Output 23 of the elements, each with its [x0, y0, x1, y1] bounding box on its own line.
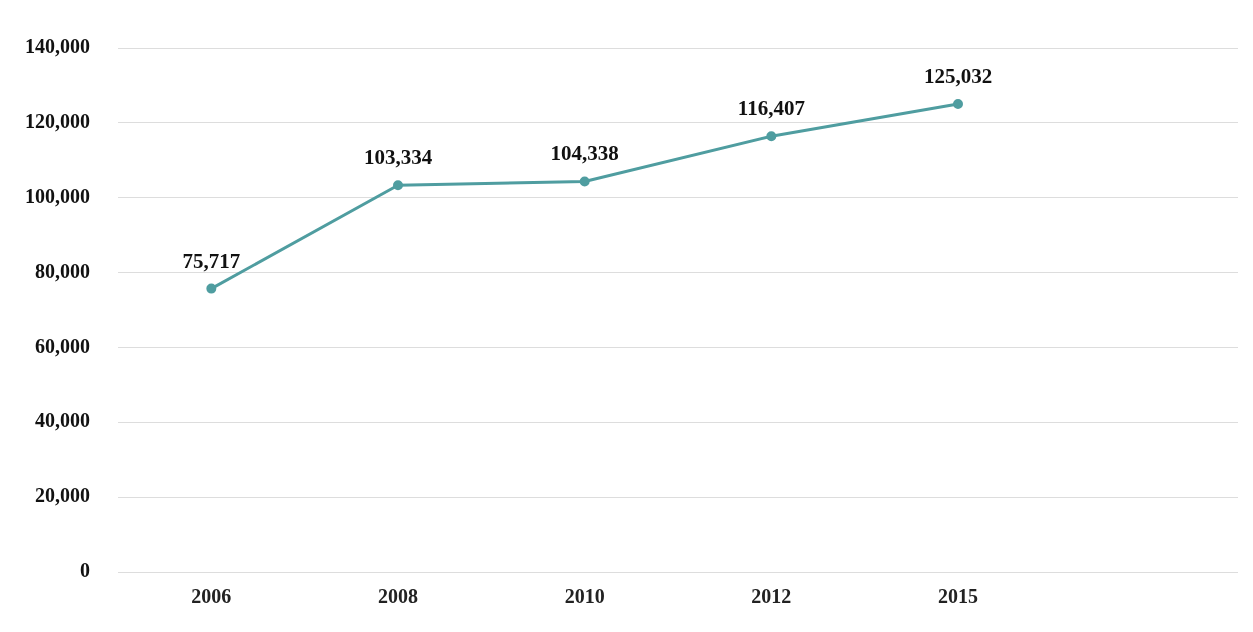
point: [393, 180, 403, 191]
y-tick-label: 80,000: [35, 259, 90, 282]
x-tick-label: 2010: [564, 585, 605, 608]
x-tick-label: 2012: [751, 585, 792, 608]
y-tick-label: 60,000: [35, 334, 90, 357]
point: [766, 131, 777, 142]
y-tick-label: 40,000: [35, 409, 90, 432]
y-tick-label: 100,000: [25, 184, 90, 207]
y-tick-label: 120,000: [25, 110, 90, 133]
point: [206, 283, 217, 294]
y-tick-label: 20,000: [35, 484, 90, 507]
point: [579, 176, 590, 187]
y-tick-label: 0: [80, 559, 90, 582]
data-label: 125,032: [923, 63, 993, 88]
data-label: 75,717: [182, 248, 241, 273]
data-label: 104,338: [550, 141, 619, 166]
y-tick-label: 140,000: [25, 35, 90, 58]
x-tick-label: 2006: [191, 585, 232, 608]
point: [953, 99, 963, 110]
x-tick-label: 2015: [938, 585, 978, 608]
data-label: 103,334: [363, 145, 433, 170]
data-label: 116,407: [737, 96, 805, 121]
x-tick-label: 2008: [378, 585, 418, 608]
